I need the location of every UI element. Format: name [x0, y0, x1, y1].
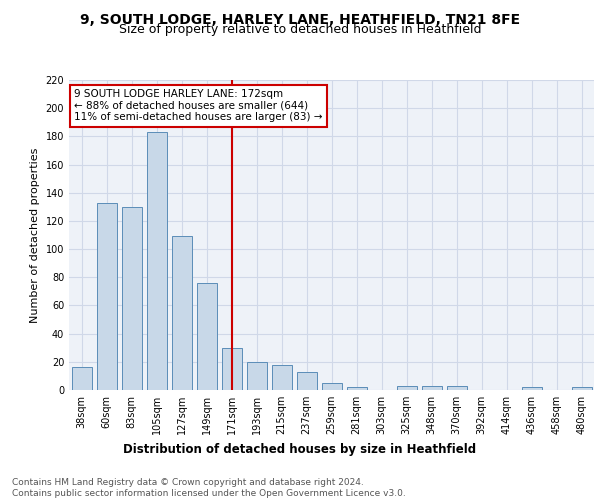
Text: Distribution of detached houses by size in Heathfield: Distribution of detached houses by size …: [124, 442, 476, 456]
Bar: [322, 383, 341, 390]
Text: Contains HM Land Registry data © Crown copyright and database right 2024.
Contai: Contains HM Land Registry data © Crown c…: [12, 478, 406, 498]
Bar: [221, 348, 241, 390]
Text: Size of property relative to detached houses in Heathfield: Size of property relative to detached ho…: [119, 22, 481, 36]
Bar: [571, 387, 592, 390]
Bar: [347, 387, 367, 390]
Bar: [421, 386, 442, 390]
Bar: [397, 386, 416, 390]
Bar: [121, 207, 142, 390]
Bar: [521, 387, 542, 390]
Bar: [71, 368, 91, 390]
Bar: [172, 236, 191, 390]
Y-axis label: Number of detached properties: Number of detached properties: [30, 148, 40, 322]
Bar: [446, 386, 467, 390]
Bar: [247, 362, 266, 390]
Text: 9, SOUTH LODGE, HARLEY LANE, HEATHFIELD, TN21 8FE: 9, SOUTH LODGE, HARLEY LANE, HEATHFIELD,…: [80, 12, 520, 26]
Text: 9 SOUTH LODGE HARLEY LANE: 172sqm
← 88% of detached houses are smaller (644)
11%: 9 SOUTH LODGE HARLEY LANE: 172sqm ← 88% …: [74, 90, 323, 122]
Bar: [146, 132, 167, 390]
Bar: [296, 372, 317, 390]
Bar: [271, 364, 292, 390]
Bar: [97, 202, 116, 390]
Bar: [197, 283, 217, 390]
